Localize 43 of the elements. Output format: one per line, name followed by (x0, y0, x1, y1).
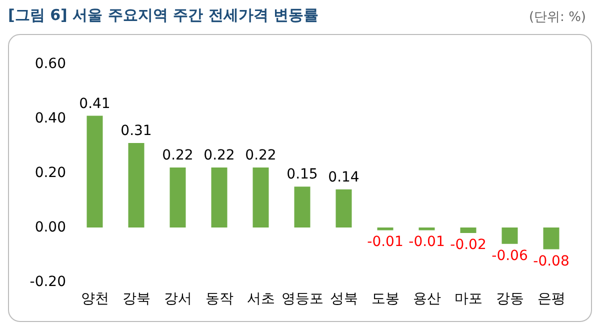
data-label: 0.14 (328, 169, 360, 186)
data-label: -0.01 (367, 234, 404, 250)
bar (460, 228, 476, 233)
bar (502, 228, 518, 244)
x-tick-label: 영등포 (281, 291, 324, 307)
x-tick-label: 용산 (412, 291, 441, 307)
data-label: 0.31 (120, 123, 152, 140)
data-label: 0.22 (204, 148, 235, 164)
data-label: -0.06 (492, 248, 528, 264)
data-label: -0.08 (533, 253, 570, 270)
bar (252, 168, 269, 228)
bar (543, 228, 560, 250)
data-label: 0.15 (286, 166, 318, 183)
y-tick-label: 0.20 (34, 165, 66, 181)
x-tick-label: 도봉 (371, 291, 400, 307)
text: (단위: %) (528, 9, 586, 26)
data-label: 0.22 (162, 148, 194, 164)
x-tick-label: 강서 (164, 291, 192, 307)
bar (294, 186, 310, 228)
x-tick-label: 양천 (80, 291, 109, 307)
x-tick-label: 성북 (330, 291, 358, 307)
x-tick-label: 강북 (122, 291, 150, 307)
x-tick-label: 은평 (537, 291, 566, 307)
data-label: 0.41 (79, 96, 110, 112)
x-tick-label: 마포 (454, 291, 482, 307)
bar (211, 168, 228, 228)
bar (418, 228, 435, 230)
x-tick-label: 강동 (496, 291, 524, 307)
x-tick-label: 서초 (246, 291, 275, 307)
bar (377, 228, 394, 230)
bar (170, 168, 186, 228)
chart-title: [그림 6] 서울 주요지역 주간 전세가격 변동률 (8, 6, 318, 25)
bar (86, 116, 103, 228)
data-label: -0.02 (450, 236, 486, 253)
y-tick-label: 0.00 (34, 220, 66, 236)
y-tick-label: -0.20 (30, 274, 66, 290)
y-tick-label: 0.40 (34, 110, 66, 126)
x-tick-label: 동작 (205, 291, 234, 307)
y-tick-label: 0.60 (34, 56, 66, 72)
bar (336, 189, 352, 228)
data-label: 0.22 (245, 148, 276, 164)
data-label: -0.01 (408, 234, 445, 250)
bar (128, 143, 144, 228)
